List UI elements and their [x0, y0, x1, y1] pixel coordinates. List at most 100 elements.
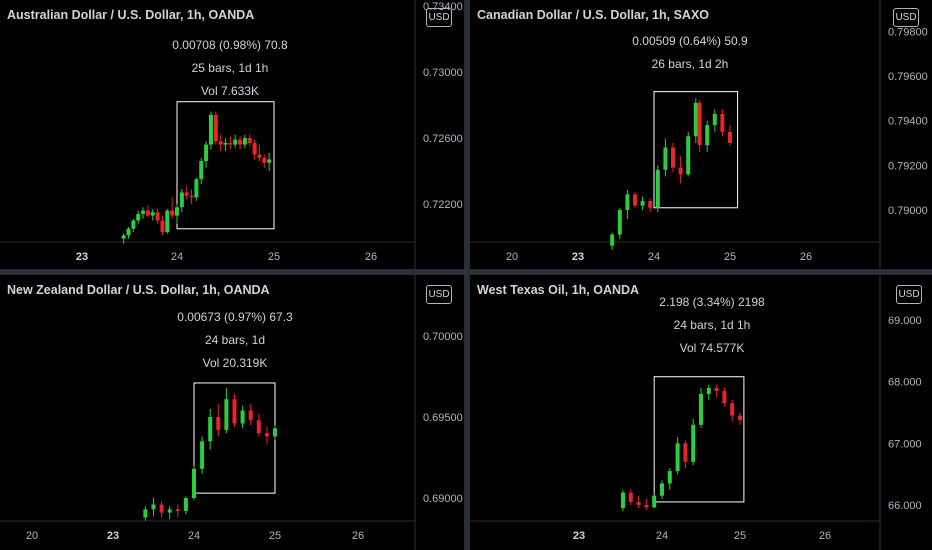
- date-price-range-box[interactable]: [653, 376, 745, 503]
- candle: [706, 384, 711, 401]
- chart-pane-cadusd[interactable]: 0.79800 0.79600 0.79400 0.79200 0.79000 20 23 2…: [470, 0, 932, 269]
- candle-body: [183, 498, 188, 511]
- candle-body: [228, 142, 233, 145]
- chart-pane-wtico[interactable]: 69.000 68.000 67.000 66.000 23 24 25 26 West Te…: [470, 275, 932, 550]
- candle: [179, 189, 184, 213]
- time-tick-label: 25: [268, 251, 280, 263]
- candle-body: [675, 443, 680, 472]
- measure-change: 2.198 (3.34%) 2198: [659, 295, 765, 309]
- candle-body: [625, 194, 630, 210]
- candle-body: [671, 147, 675, 168]
- candle-body: [640, 201, 645, 206]
- candle-body: [610, 234, 615, 246]
- price-tick-label: 0.70000: [423, 331, 463, 343]
- time-tick-label: 25: [724, 251, 736, 263]
- candle: [216, 404, 221, 437]
- candle-body: [224, 399, 229, 430]
- price-tick-label: 0.79800: [888, 26, 928, 38]
- measure-info: 0.00708 (0.98%) 70.8 25 bars, 1d 1h Vol …: [150, 34, 310, 103]
- candle: [633, 192, 637, 208]
- candle-body: [264, 433, 269, 437]
- candle: [175, 204, 179, 224]
- candle-body: [730, 403, 735, 416]
- candle: [145, 205, 150, 218]
- candle-body: [621, 492, 625, 509]
- candle-body: [170, 210, 175, 216]
- chart-pane-nzdusd[interactable]: 0.70000 0.69500 0.69000 20 23 24 25 26 New Zeal…: [0, 275, 464, 550]
- candle: [141, 207, 146, 219]
- candle: [213, 111, 218, 145]
- candle: [160, 215, 165, 236]
- candle: [720, 109, 725, 137]
- candle-body: [136, 213, 141, 221]
- measure-change: 0.00673 (0.97%) 67.3: [177, 310, 293, 324]
- candle: [610, 232, 615, 251]
- candle-body: [233, 139, 238, 145]
- candle-body: [204, 144, 209, 162]
- currency-button[interactable]: USD: [426, 285, 452, 304]
- candle: [242, 134, 247, 148]
- time-tick-label: 24: [171, 251, 183, 263]
- price-tick-label: 0.72600: [423, 133, 463, 145]
- pane-separator-vertical[interactable]: [464, 0, 470, 550]
- candle: [143, 506, 148, 521]
- candle: [224, 387, 229, 434]
- candle: [262, 154, 267, 168]
- time-tick-label: 26: [365, 251, 377, 263]
- candle: [233, 134, 238, 148]
- candle-body: [199, 161, 204, 180]
- time-tick-label: 24: [188, 530, 200, 542]
- chart-svg-cadusd: 0.79800 0.79600 0.79400 0.79200 0.79000 20 23 2…: [470, 0, 928, 269]
- candle-body: [150, 212, 155, 216]
- candle-body: [720, 113, 725, 132]
- date-price-range-box[interactable]: [176, 101, 275, 230]
- candle-body: [141, 210, 146, 214]
- candle-body: [232, 399, 237, 424]
- chart-pane-audusd[interactable]: 0.73400 0.73000 0.72600 0.72200 23 24 25 26 Aus…: [0, 0, 464, 269]
- candle-body: [678, 167, 683, 175]
- candle: [151, 498, 156, 516]
- price-tick-label: 0.73000: [423, 67, 463, 79]
- time-tick-label: 26: [819, 530, 831, 542]
- candle: [671, 143, 675, 173]
- candle-body: [667, 471, 672, 484]
- date-price-range-box[interactable]: [653, 91, 739, 209]
- candle: [655, 165, 660, 213]
- candle-body: [159, 504, 164, 513]
- candle-body: [663, 147, 668, 170]
- candle-body: [660, 483, 664, 496]
- currency-button[interactable]: USD: [896, 285, 922, 304]
- candle: [267, 152, 272, 171]
- candle-body: [267, 159, 272, 163]
- candle: [126, 227, 131, 239]
- candle: [165, 208, 170, 234]
- time-tick-label: 26: [800, 251, 812, 263]
- candle: [730, 400, 735, 422]
- candle: [636, 495, 641, 509]
- price-tick-label: 0.73400: [423, 1, 463, 13]
- measure-bars: 24 bars, 1d 1h: [673, 318, 751, 332]
- candle-body: [240, 410, 245, 424]
- candle-body: [248, 410, 253, 421]
- candle-body: [257, 154, 262, 158]
- price-tick-label: 0.79400: [888, 116, 928, 128]
- candle-body: [145, 210, 150, 216]
- candle-body: [175, 207, 179, 216]
- candle-body: [693, 102, 698, 137]
- candle-body: [200, 441, 205, 469]
- candle: [194, 177, 199, 201]
- currency-button[interactable]: USD: [426, 8, 452, 27]
- candle: [675, 437, 680, 475]
- measure-volume: Vol 7.633K: [200, 84, 260, 98]
- candle-body: [192, 468, 196, 498]
- candle-body: [617, 210, 622, 235]
- candle-body: [143, 509, 148, 518]
- candle-body: [155, 212, 160, 221]
- pane-separator-horizontal[interactable]: [0, 269, 932, 275]
- measure-bars: 25 bars, 1d 1h: [191, 61, 269, 75]
- candle-body: [256, 420, 261, 434]
- candle: [256, 413, 261, 437]
- currency-button[interactable]: USD: [893, 8, 919, 27]
- candle-body: [691, 424, 696, 462]
- candle-body: [218, 141, 223, 145]
